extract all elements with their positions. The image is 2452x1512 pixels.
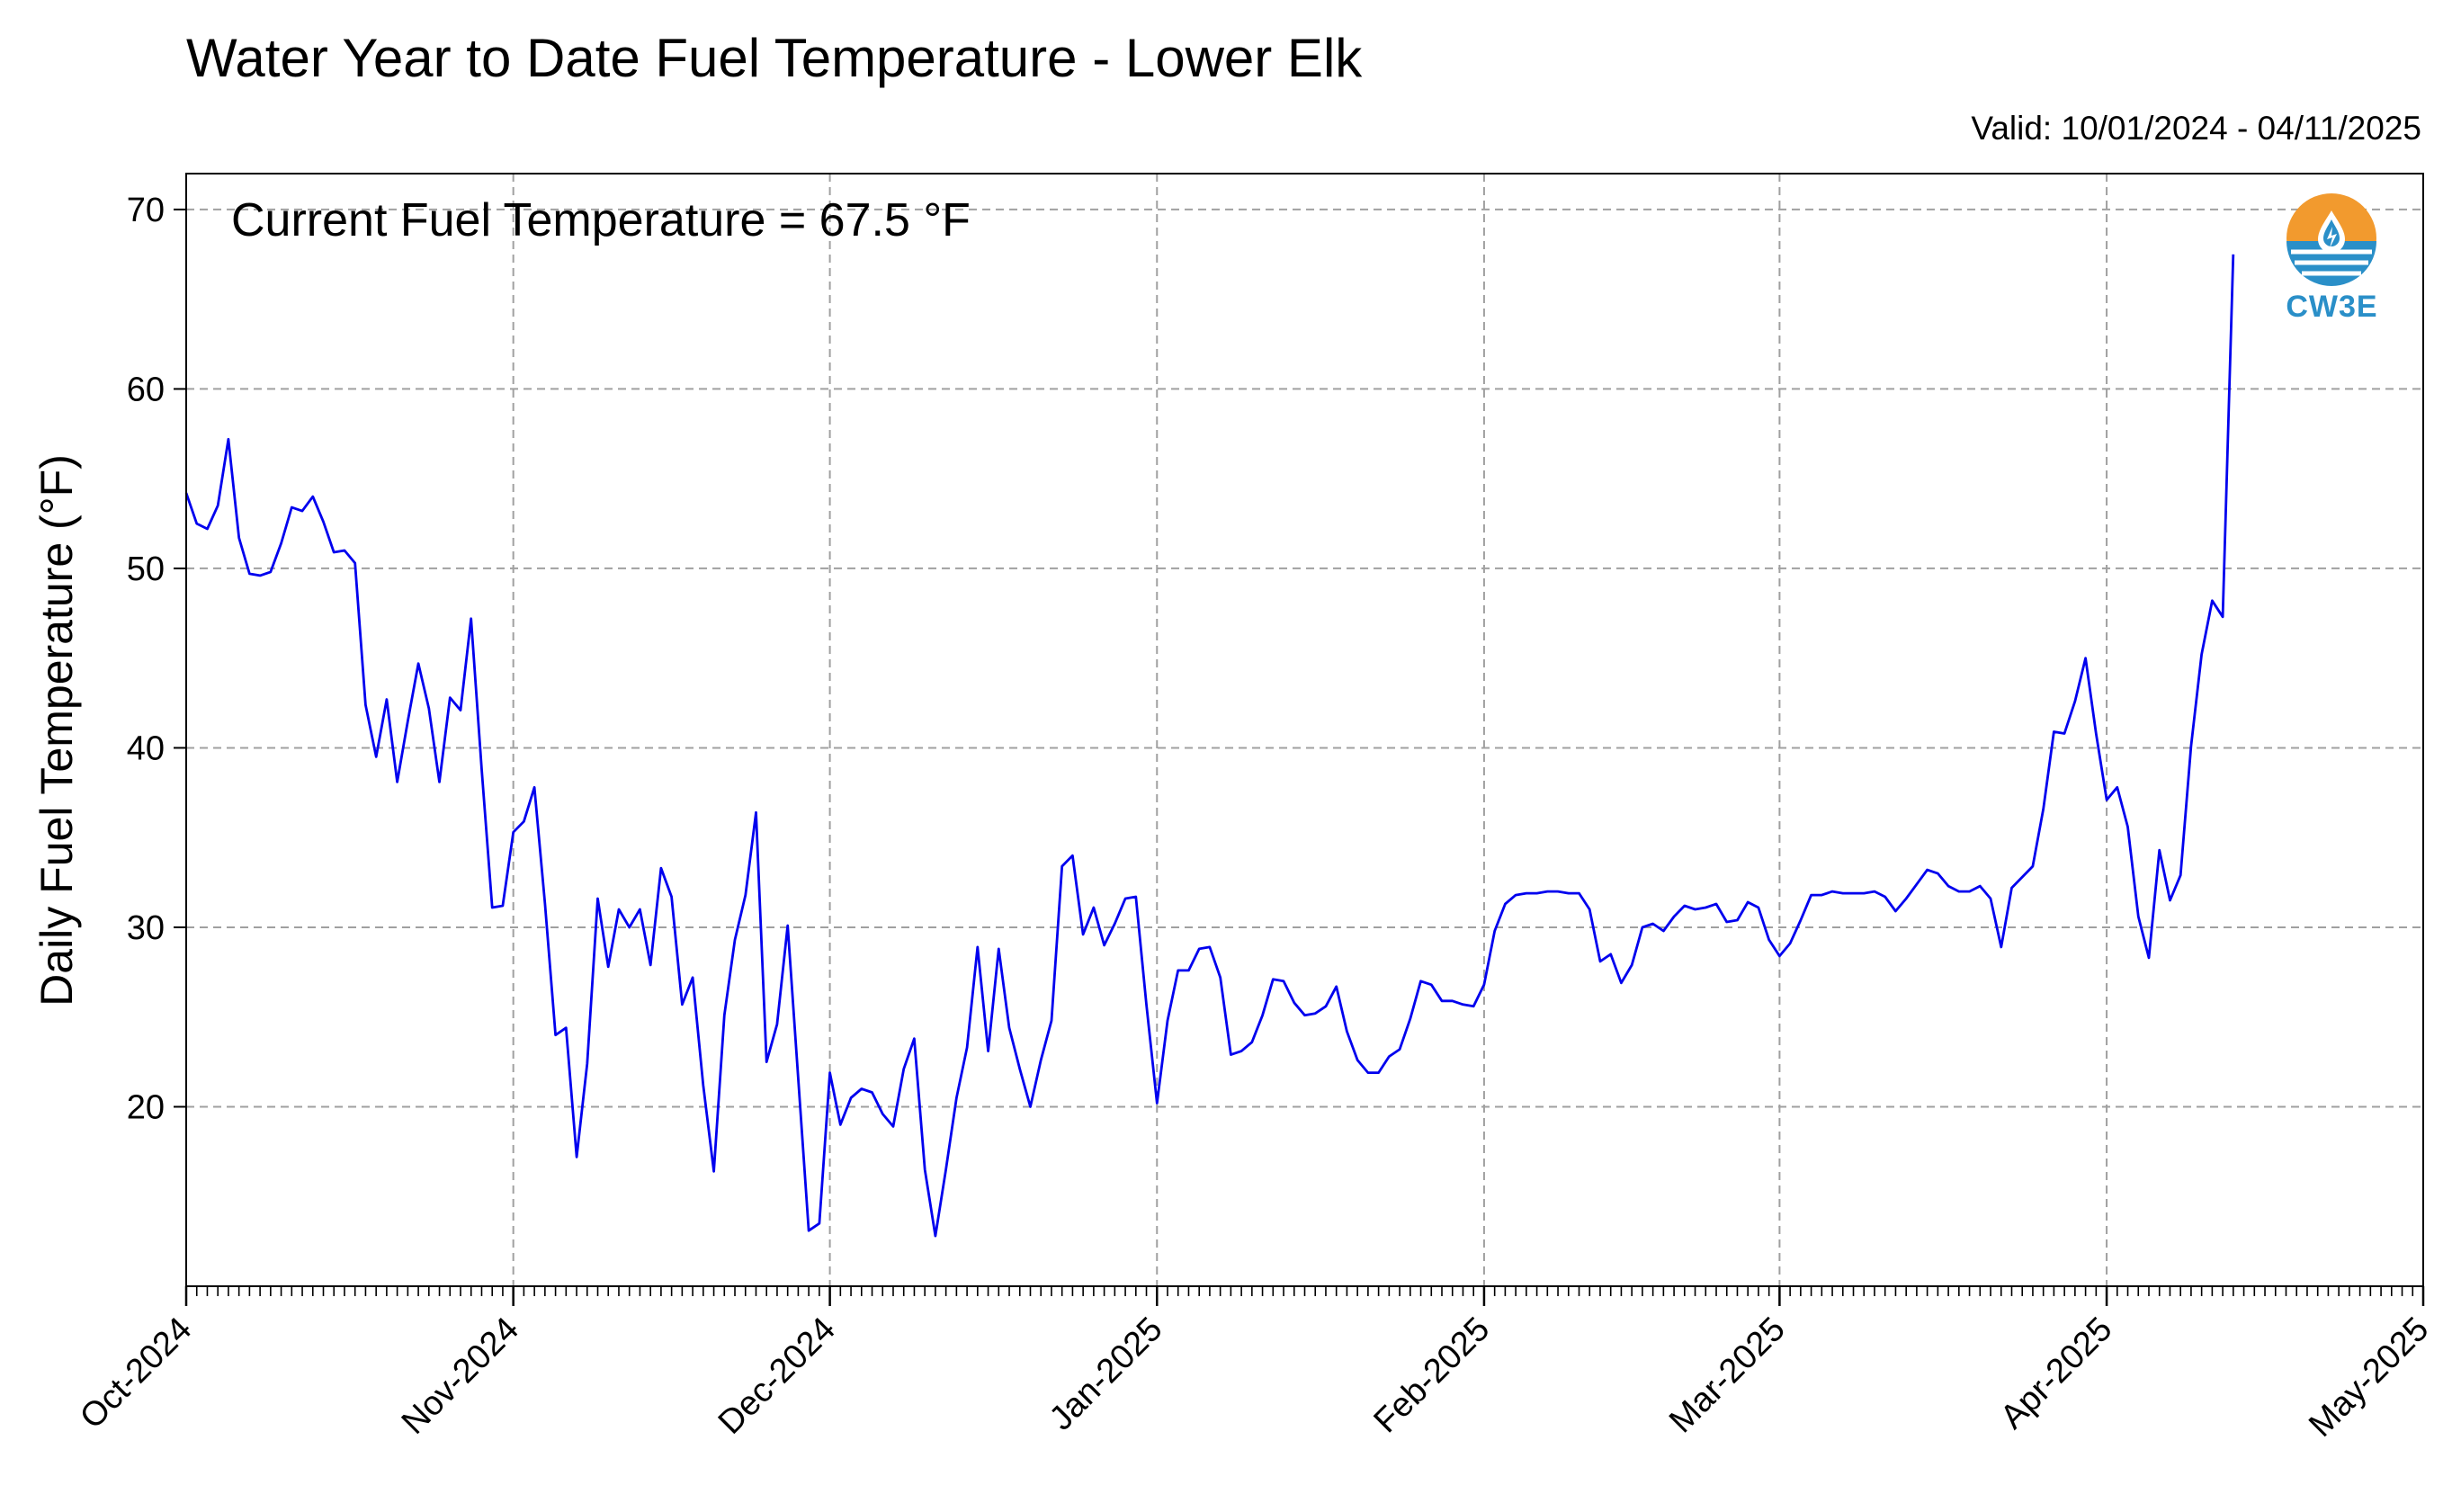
series-group bbox=[184, 254, 2235, 1238]
y-axis: 20 30 40 50 60 70 bbox=[127, 192, 186, 1126]
y-axis-label: Daily Fuel Temperature (°F) bbox=[31, 454, 82, 1007]
x-tick-label: Dec-2024 bbox=[711, 1311, 843, 1442]
y-tick-label: 20 bbox=[127, 1088, 165, 1126]
y-tick-label: 60 bbox=[127, 371, 165, 408]
x-tick-label: Feb-2025 bbox=[1367, 1311, 1498, 1441]
plot-frame bbox=[185, 173, 2424, 1287]
fuel-temperature-line bbox=[184, 254, 2235, 1238]
y-tick-label: 50 bbox=[127, 550, 165, 588]
x-tick-label: May-2025 bbox=[2302, 1311, 2436, 1445]
cw3e-logo: CW3E bbox=[2271, 189, 2393, 333]
x-tick-label: Oct-2024 bbox=[73, 1311, 199, 1436]
y-tick-label: 40 bbox=[127, 729, 165, 767]
cw3e-drop-logo-icon bbox=[2286, 193, 2376, 286]
x-minor-ticks bbox=[185, 1286, 2424, 1296]
chart-title: Water Year to Date Fuel Temperature - Lo… bbox=[186, 28, 1363, 88]
current-fuel-temperature-annotation: Current Fuel Temperature = 67.5 °F bbox=[231, 194, 971, 246]
y-tick-label: 70 bbox=[127, 192, 165, 229]
x-tick-label: Mar-2025 bbox=[1662, 1311, 1793, 1441]
x-tick-label: Apr-2025 bbox=[1993, 1311, 2119, 1436]
x-axis: Oct-2024 Nov-2024 Dec-2024 Jan-2025 Feb-2025… bbox=[73, 1286, 2436, 1445]
valid-date-range: Valid: 10/01/2024 - 04/11/2025 bbox=[1971, 110, 2421, 147]
y-tick-label: 30 bbox=[127, 909, 165, 947]
grid bbox=[186, 174, 2423, 1286]
cw3e-logo-text: CW3E bbox=[2286, 290, 2378, 324]
x-tick-label: Nov-2024 bbox=[395, 1311, 526, 1442]
x-tick-label: Jan-2025 bbox=[1043, 1311, 1170, 1438]
